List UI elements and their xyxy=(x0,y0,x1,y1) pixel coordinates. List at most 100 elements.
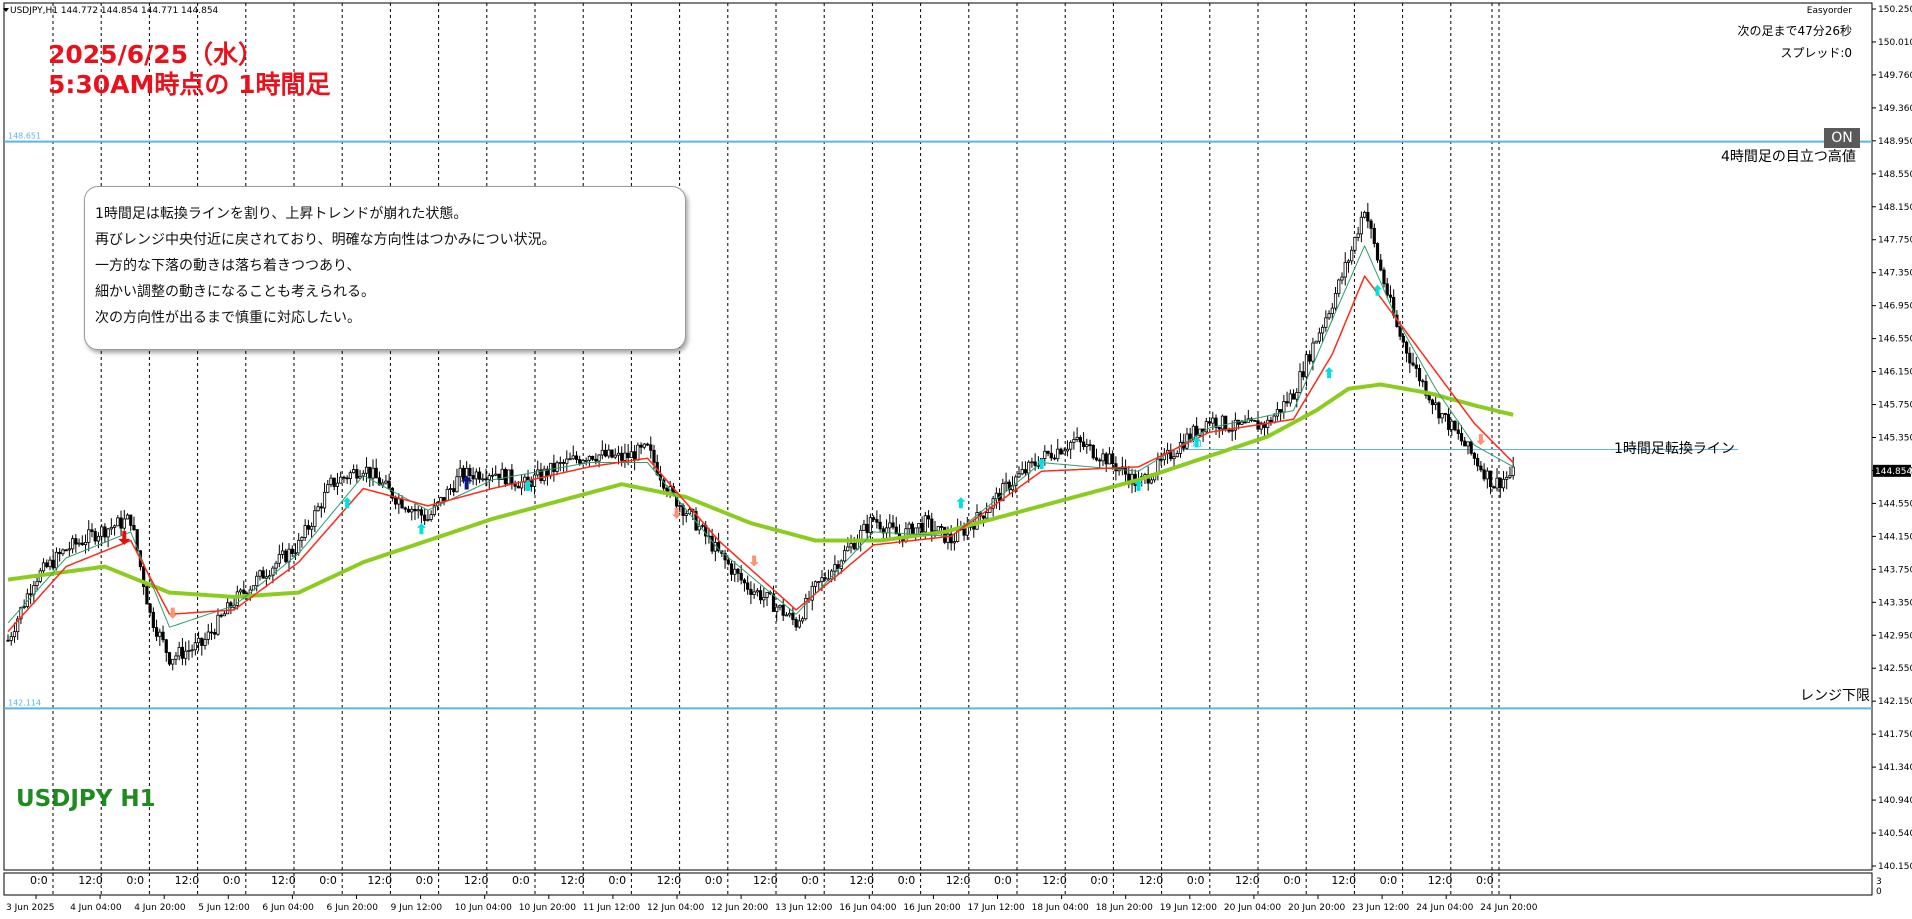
candle-body xyxy=(116,517,120,527)
candle-body xyxy=(723,552,727,561)
candle-body xyxy=(61,549,65,555)
candle-body xyxy=(90,529,94,532)
candle-body xyxy=(280,550,285,555)
candle-body xyxy=(629,451,633,459)
time-tick-label: 18 Jun 20:00 xyxy=(1096,903,1153,913)
candle-body xyxy=(374,467,378,479)
ma-mid-line xyxy=(7,275,1514,633)
ea-name: Easyorder xyxy=(1806,6,1852,16)
candle-body xyxy=(1469,441,1473,454)
candle-body xyxy=(429,514,433,520)
candle-body xyxy=(536,469,540,476)
candle-body xyxy=(552,462,556,472)
candle-body xyxy=(400,498,404,509)
candle-body xyxy=(907,523,911,530)
candle-body xyxy=(384,480,388,484)
candle-body xyxy=(846,546,850,552)
candle-body xyxy=(1337,279,1341,294)
candle-body xyxy=(1291,393,1296,400)
candle-body xyxy=(1466,441,1470,447)
candle-countdown: 次の足まで47分26秒 xyxy=(1737,24,1852,38)
candle-body xyxy=(849,543,853,548)
candle-body xyxy=(432,505,436,515)
separator-label: 12:0 xyxy=(560,874,585,887)
time-tick-label: 13 Jun 12:00 xyxy=(775,903,832,913)
arrow-up-icon xyxy=(523,479,533,491)
hline-value-label: 148.651 xyxy=(8,132,41,141)
price-tick-label: 146.150 xyxy=(1878,368,1912,378)
candle-body xyxy=(542,468,546,481)
candle-body xyxy=(403,507,407,510)
separator-label: 0:0 xyxy=(1090,874,1108,887)
candle-body xyxy=(361,472,365,477)
price-tick-label: 144.550 xyxy=(1878,499,1912,509)
separator-label: 12:0 xyxy=(946,874,971,887)
separator-label: 0:0 xyxy=(1476,874,1494,887)
candle-body xyxy=(167,652,172,665)
candle-body xyxy=(1178,441,1183,454)
note-line: 一方的な下落の動きは落ち着きつつあり、 xyxy=(95,258,361,274)
candle-body xyxy=(258,570,262,577)
arrow-up-icon xyxy=(1373,284,1383,296)
candle-body xyxy=(1340,276,1344,281)
symbol-info: USDJPY,H1 144.772 144.854 144.771 144.85… xyxy=(10,6,219,16)
candle-body xyxy=(455,476,459,493)
candle-body xyxy=(868,517,873,534)
candle-body xyxy=(1388,294,1393,298)
candle-body xyxy=(791,612,795,620)
candle-body xyxy=(290,548,294,554)
price-tick-label: 141.750 xyxy=(1878,730,1912,740)
separator-label: 12:0 xyxy=(464,874,489,887)
candle-body xyxy=(503,468,508,485)
candle-body xyxy=(1253,420,1257,422)
candle-body xyxy=(209,631,214,634)
candle-body xyxy=(1401,335,1405,343)
candle-body xyxy=(67,548,71,551)
candle-body xyxy=(1279,409,1283,413)
on-button[interactable]: ON xyxy=(1824,128,1860,148)
separator-label: 0:0 xyxy=(223,874,241,887)
arrow-down-icon xyxy=(672,507,682,519)
candle-body xyxy=(255,575,259,587)
candle-body xyxy=(1346,260,1351,263)
candle-body xyxy=(558,461,562,464)
chart-title-overlay: 2025/6/25（水） 5:30AM時点の 1時間足 xyxy=(48,40,331,100)
candle-body xyxy=(371,467,375,479)
separator-label: 0:0 xyxy=(319,874,337,887)
candle-body xyxy=(1404,341,1409,354)
candle-body xyxy=(1327,313,1331,319)
candle-body xyxy=(135,529,139,552)
candle-body xyxy=(1485,470,1489,480)
candle-body xyxy=(1004,481,1008,485)
candle-body xyxy=(862,523,866,531)
separator-label: 0:0 xyxy=(994,874,1012,887)
candle-body xyxy=(872,517,876,520)
candle-body xyxy=(755,590,759,593)
candle-body xyxy=(952,541,956,544)
candle-body xyxy=(571,455,575,460)
candle-body xyxy=(1488,470,1493,488)
dropdown-triangle-icon[interactable] xyxy=(3,8,9,12)
time-tick-label: 24 Jun 04:00 xyxy=(1416,903,1473,913)
hline-value-label: 142.114 xyxy=(8,698,41,707)
candle-body xyxy=(678,505,682,507)
candle-body xyxy=(490,474,495,477)
candle-body xyxy=(497,473,501,480)
candle-body xyxy=(1411,362,1415,366)
candle-body xyxy=(51,559,55,569)
candle-body xyxy=(804,597,808,620)
arrow-up-icon xyxy=(1037,458,1047,470)
candle-body xyxy=(568,458,572,461)
candle-body xyxy=(148,603,152,613)
candle-body xyxy=(923,515,927,533)
candle-body xyxy=(1414,364,1418,369)
candle-body xyxy=(284,550,288,563)
candle-body xyxy=(448,488,453,490)
candle-body xyxy=(442,497,446,501)
candle-body xyxy=(106,528,110,538)
arrow-up-icon xyxy=(956,497,966,509)
arrow-up-icon xyxy=(460,475,473,490)
candle-body xyxy=(1330,307,1334,315)
candle-body xyxy=(193,642,197,651)
candle-body xyxy=(1030,461,1034,464)
